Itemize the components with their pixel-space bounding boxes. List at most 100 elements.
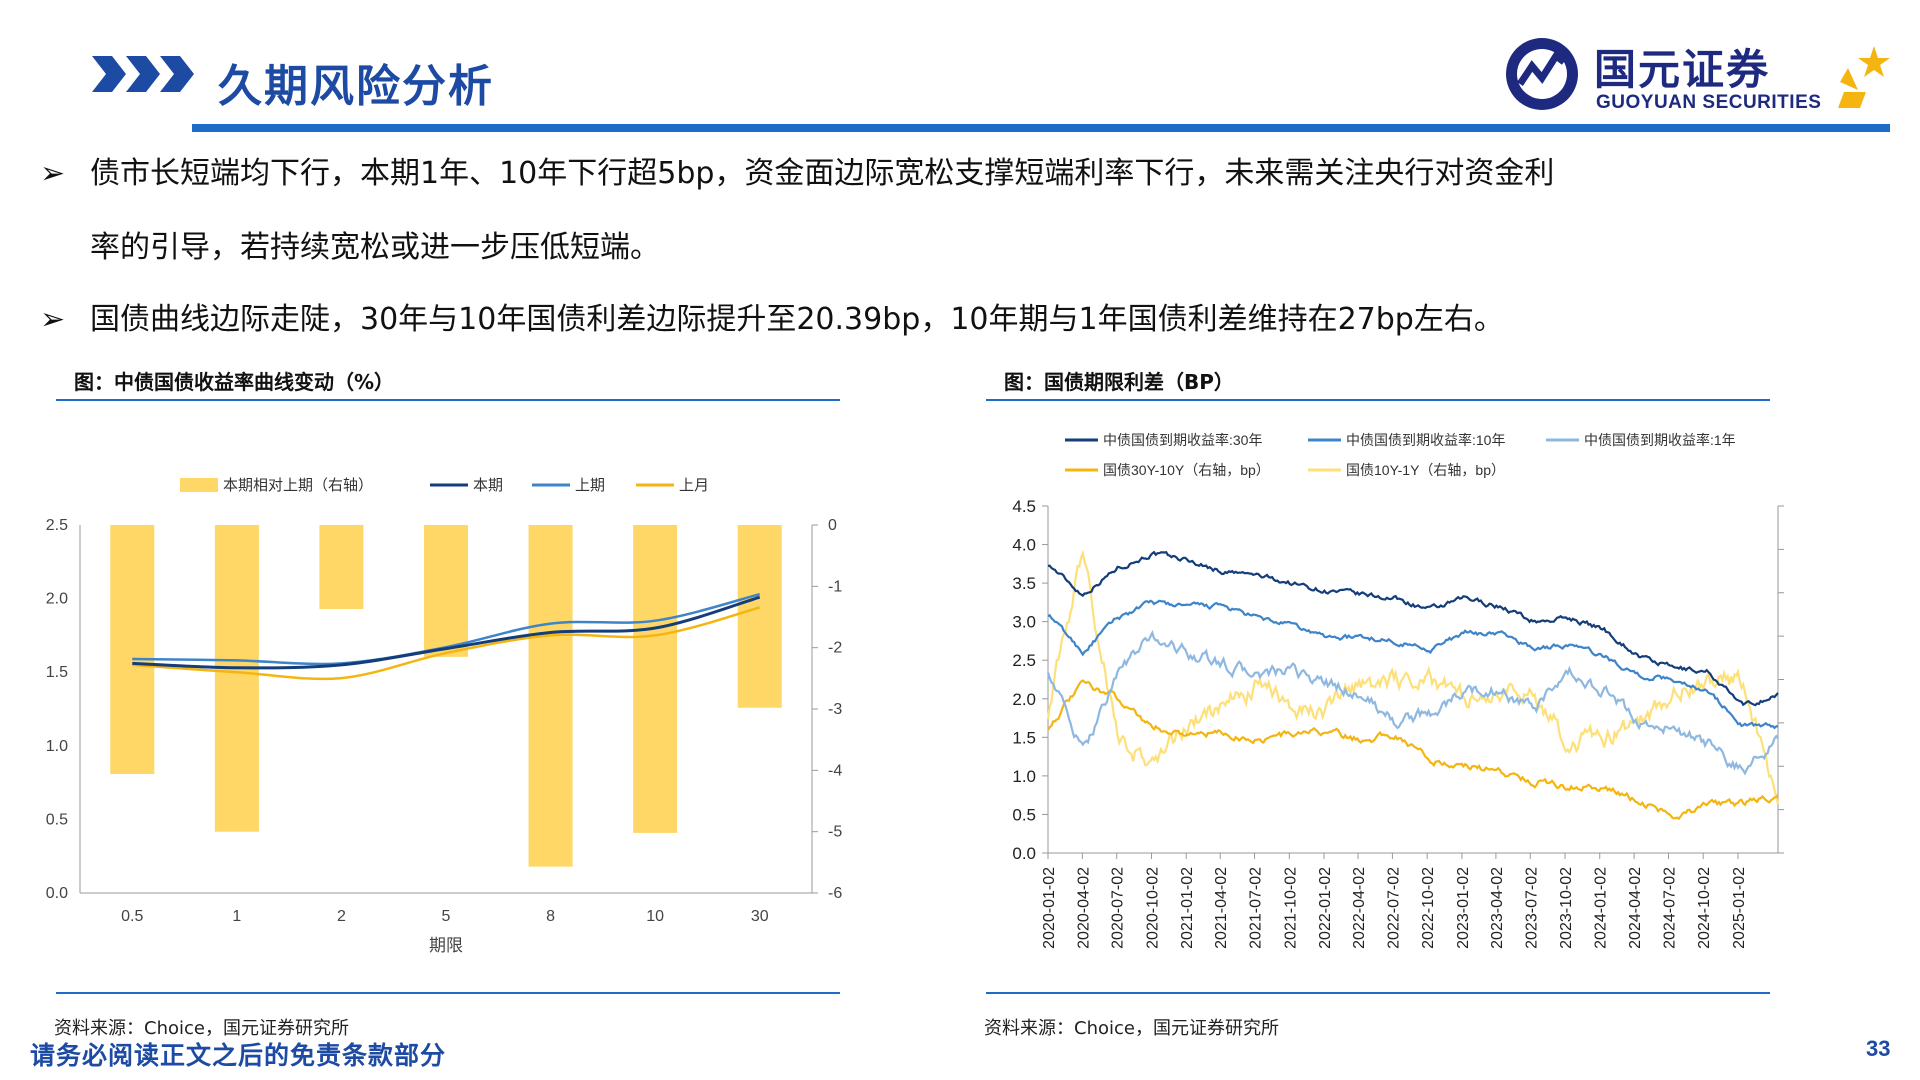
x-tick: 2023-10-02 (1558, 867, 1575, 949)
y2-tick: -6 (828, 885, 842, 902)
y-tick: 1.0 (46, 738, 68, 755)
y-tick: 1.5 (46, 664, 68, 681)
chart1-source: 资料来源：Choice，国元证券研究所 (54, 1018, 349, 1039)
y-tick: 0.0 (1012, 844, 1036, 863)
legend-label-30y10y: 国债30Y-10Y（右轴，bp） (1103, 462, 1270, 478)
chart2-title: 图：国债期限利差（BP） (1004, 370, 1234, 394)
x-tick: 2021-10-02 (1282, 867, 1299, 949)
line-month (132, 606, 761, 681)
legend-label-10y: 中债国债到期收益率:10年 (1346, 432, 1505, 448)
chart1-bottom-rule (56, 992, 840, 994)
legend-swatch-bar (180, 478, 218, 492)
x-tick: 2024-01-02 (1593, 867, 1610, 949)
page-number: 33 (1866, 1036, 1891, 1061)
bar-2 (319, 525, 364, 610)
y2-tick: -2 (828, 640, 842, 657)
x-tick: 1 (232, 908, 241, 925)
legend-label-30y: 中债国债到期收益率:30年 (1103, 432, 1262, 448)
logo-text-en: GUOYUAN SECURITIES (1596, 92, 1822, 113)
header-chevrons-icon (92, 52, 202, 100)
y-tick: 3.5 (1012, 574, 1036, 593)
series-line-spread-10y-1y (1046, 549, 1780, 805)
y2-tick: -5 (828, 824, 842, 841)
chart2-title-rule (986, 399, 1770, 401)
bar-30 (737, 525, 782, 708)
x-tick: 2023-04-02 (1489, 867, 1506, 949)
legend-label-month: 上月 (679, 477, 709, 494)
line-current (132, 595, 761, 670)
chart1-title-rule (56, 399, 840, 401)
chart1-title: 图：中债国债收益率曲线变动（%） (74, 370, 395, 394)
y-tick: 2.0 (1012, 690, 1036, 709)
x-tick: 2024-04-02 (1627, 867, 1644, 949)
disclaimer-note: 请务必阅读正文之后的免责条款部分 (30, 1041, 447, 1070)
x-tick: 8 (546, 908, 555, 925)
page-title: 久期风险分析 (218, 61, 494, 112)
bar-10 (633, 525, 678, 833)
logo-star-icon (1838, 46, 1890, 108)
x-tick: 30 (751, 908, 769, 925)
x-tick: 10 (646, 908, 664, 925)
bullet-1: ➢ 债市长短端均下行，本期1年、10年下行超5bp，资金面边际宽松支撑短端利率下行… (40, 156, 1554, 192)
y-tick: 4.5 (1012, 497, 1036, 516)
bullet-1-line2: 率的引导，若持续宽松或进一步压低短端。 (90, 230, 660, 265)
bar-8 (528, 525, 573, 867)
y-tick: 3.0 (1012, 613, 1036, 632)
bullet-2: ➢ 国债曲线边际走陡，30年与10年国债利差边际提升至20.39bp，10年期与1… (40, 302, 1504, 338)
legend-label-bar: 本期相对上期（右轴） (223, 477, 373, 494)
legend-label-current: 本期 (473, 477, 503, 494)
x-tick: 2020-07-02 (1110, 867, 1127, 949)
bullet-1-line1: 债市长短端均下行，本期1年、10年下行超5bp，资金面边际宽松支撑短端利率下行，… (90, 156, 1555, 191)
x-tick: 0.5 (121, 908, 143, 925)
x-tick: 2022-10-02 (1420, 867, 1437, 949)
y2-tick: 0 (828, 517, 837, 534)
x-tick: 2023-01-02 (1455, 867, 1472, 949)
y-tick: 4.0 (1012, 536, 1036, 555)
x-tick: 2 (337, 908, 346, 925)
y2-tick: -1 (828, 578, 842, 595)
x-tick: 2022-01-02 (1317, 867, 1334, 949)
x-tick: 2025-01-02 (1731, 867, 1748, 949)
y-tick: 2.5 (46, 517, 68, 534)
company-logo: 国元证券 GUOYUAN SECURITIES (1500, 30, 1900, 120)
series-line-yield-30y (1047, 550, 1779, 707)
x-tick: 2020-04-02 (1075, 867, 1092, 949)
bar-0.5 (110, 525, 155, 775)
x-tick: 5 (442, 908, 451, 925)
x-tick: 2024-07-02 (1661, 867, 1678, 949)
chart2-legend: 中债国债到期收益率:30年 中债国债到期收益率:10年 中债国债到期收益率:1年… (1065, 432, 1736, 478)
y-tick: 0.5 (1012, 805, 1036, 824)
logo-text-cn: 国元证券 (1594, 45, 1771, 94)
x-tick: 2020-10-02 (1144, 867, 1161, 949)
legend-label-10y1y: 国债10Y-1Y（右轴，bp） (1346, 462, 1505, 478)
logo-emblem-icon (1506, 38, 1578, 110)
chart1-xlabel: 期限 (429, 936, 463, 955)
y-tick: 1.0 (1012, 767, 1036, 786)
legend-label-last: 上期 (575, 477, 605, 494)
y-tick: 2.0 (46, 591, 68, 608)
chart2-source: 资料来源：Choice，国元证券研究所 (984, 1018, 1279, 1039)
bullet-2-line1: 国债曲线边际走陡，30年与10年国债利差边际提升至20.39bp，10年期与1年… (90, 302, 1504, 337)
x-tick: 2021-04-02 (1213, 867, 1230, 949)
yield-curve-chart: 本期相对上期（右轴） 本期 上期 上月 0.0 0.5 1.0 1.5 2.0 2.5 -… (46, 477, 843, 955)
x-tick: 2022-07-02 (1385, 867, 1402, 949)
title-divider (192, 124, 1890, 132)
series-line-yield-1y (1046, 629, 1779, 776)
y-tick: 0.5 (46, 811, 68, 828)
series-line-yield-10y (1047, 599, 1779, 730)
y-tick: 1.5 (1012, 728, 1036, 747)
x-tick: 2021-01-02 (1179, 867, 1196, 949)
legend-label-1y: 中债国债到期收益率:1年 (1584, 432, 1736, 448)
y-tick: 2.5 (1012, 651, 1036, 670)
bullet-arrow-icon: ➢ (40, 156, 66, 191)
x-tick: 2024-10-02 (1696, 867, 1713, 949)
chart1-legend: 本期相对上期（右轴） 本期 上期 上月 (180, 477, 709, 494)
y2-tick: -4 (828, 762, 842, 779)
series-line-spread-30y-10y (1047, 679, 1779, 821)
x-tick: 2021-07-02 (1248, 867, 1265, 949)
x-tick: 2022-04-02 (1351, 867, 1368, 949)
bar-1 (214, 525, 259, 832)
chart2-bottom-rule (986, 992, 1770, 994)
x-tick: 2020-01-02 (1041, 867, 1058, 949)
term-spread-chart: 中债国债到期收益率:30年 中债国债到期收益率:10年 中债国债到期收益率:1年… (1012, 432, 1784, 949)
